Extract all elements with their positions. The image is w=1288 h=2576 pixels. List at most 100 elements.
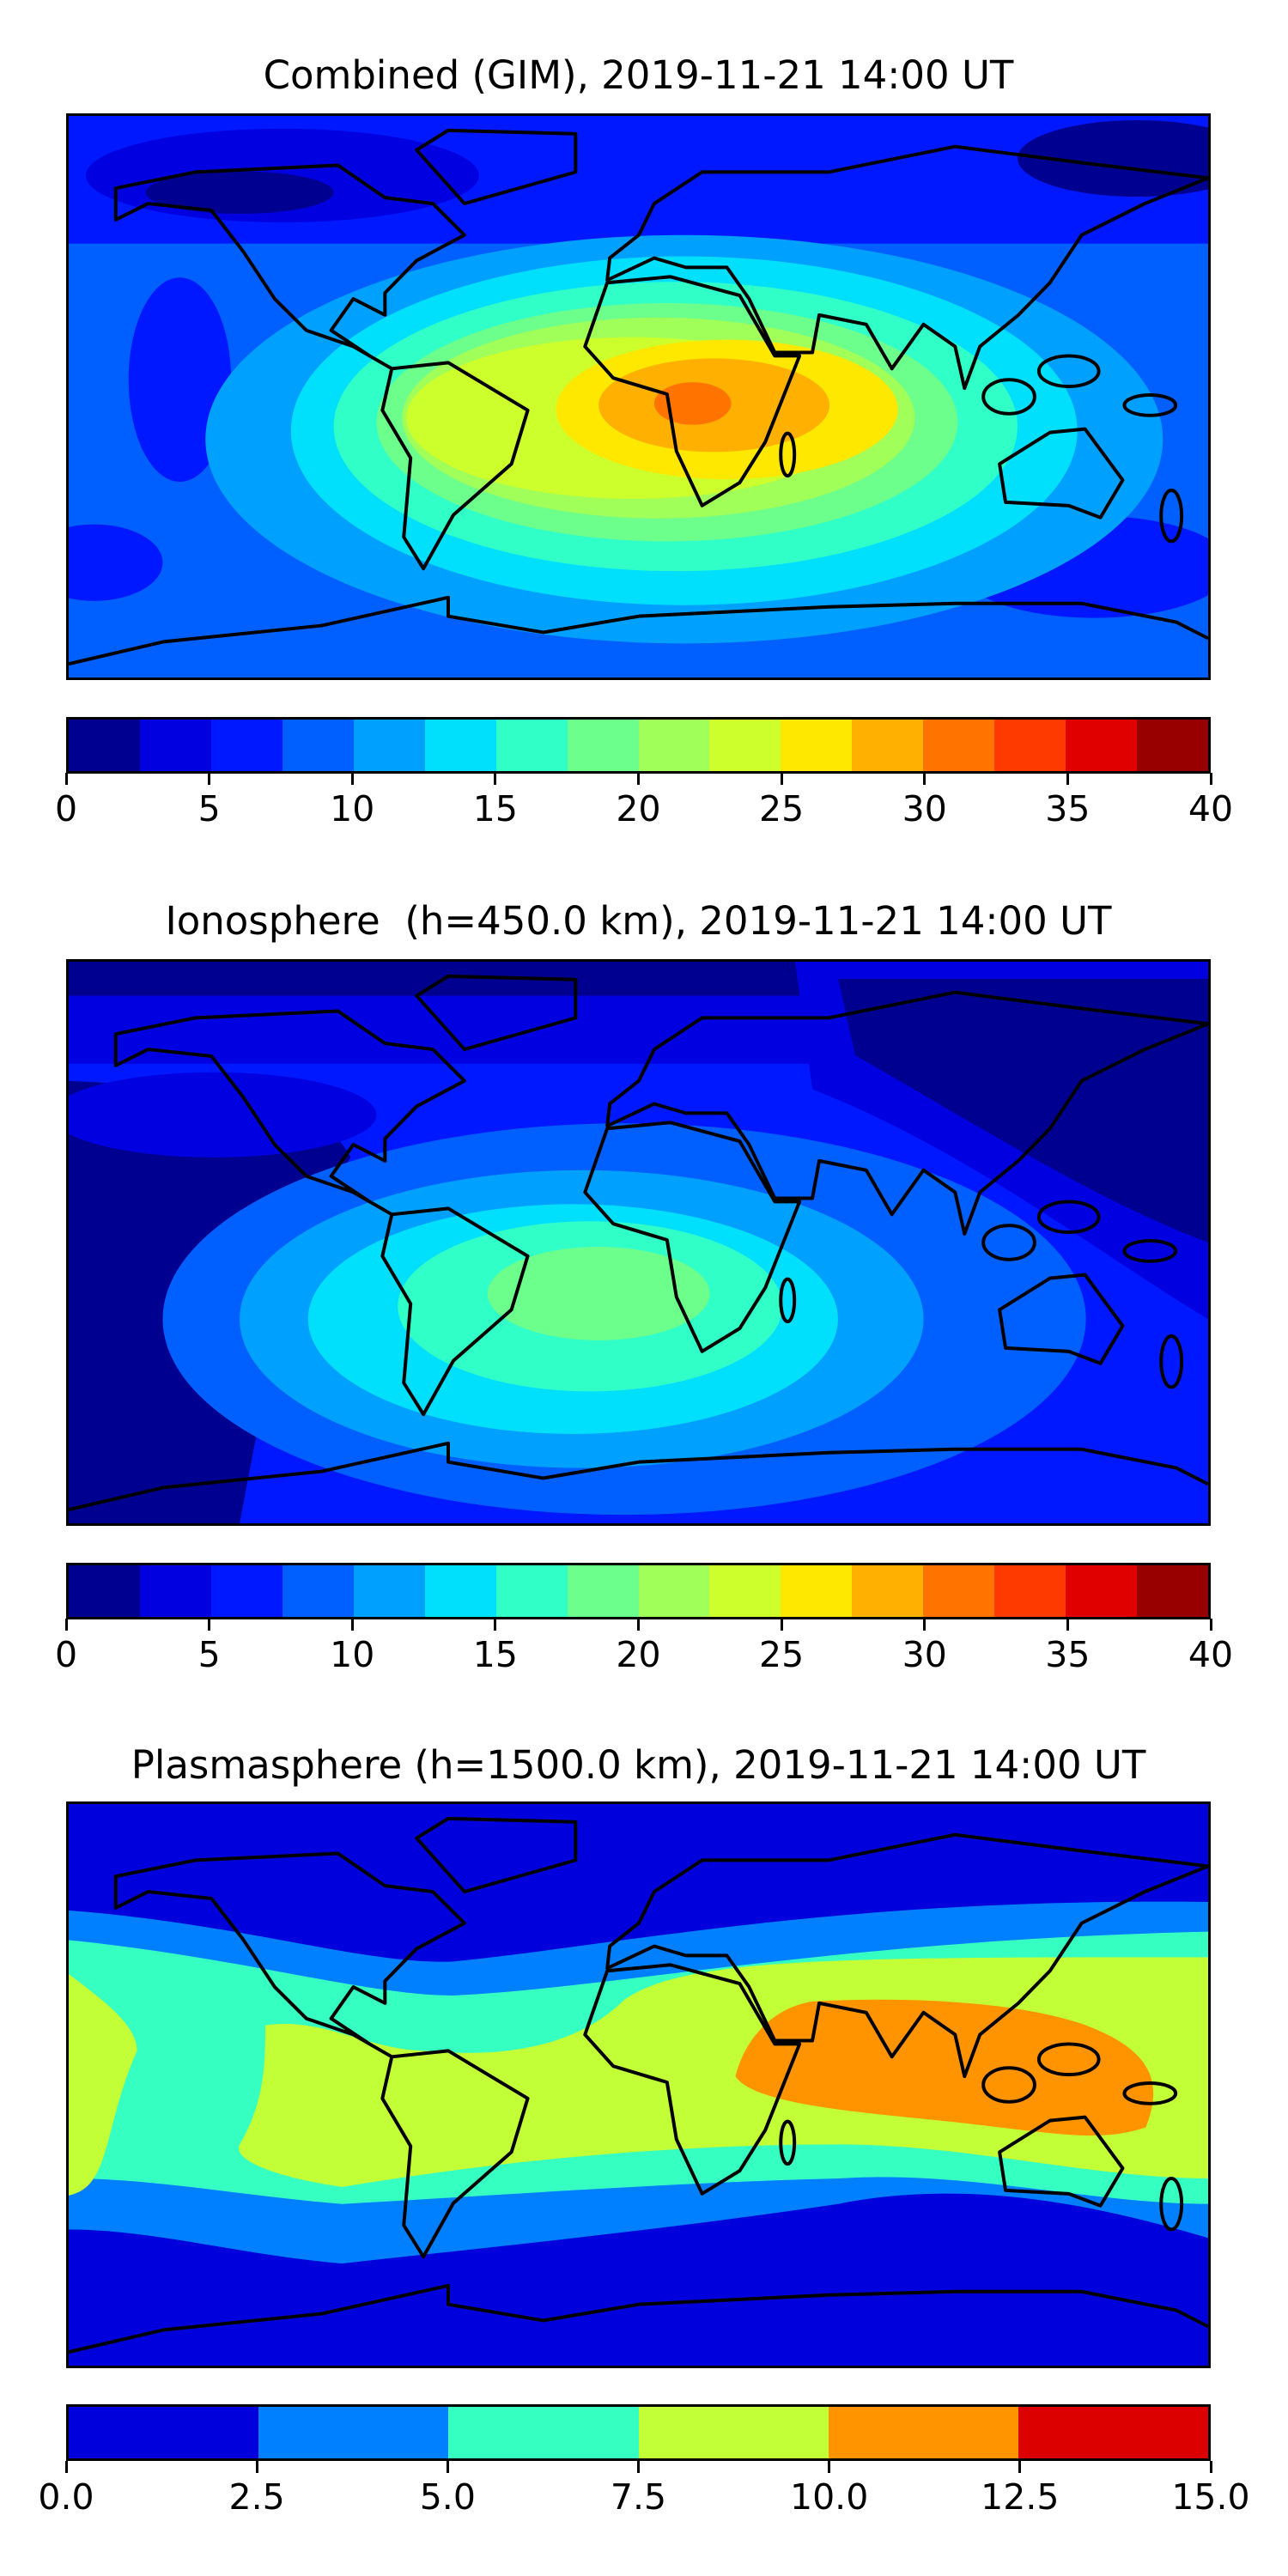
colorbar-tick-mark [64,2461,68,2473]
colorbar-segment [258,2407,449,2458]
colorbar-segment [781,720,853,771]
colorbar-segment [923,720,995,771]
colorbar-segment [781,1565,853,1617]
colorbar-tick-mark [350,773,354,785]
colorbar-tick-label: 15.0 [1171,2476,1250,2518]
colorbar-tick-mark [923,773,927,785]
colorbar-tick-label: 35 [1045,788,1091,829]
colorbar-segment [1018,2407,1209,2458]
colorbar-segment [210,720,283,771]
colorbar-segment [852,720,924,771]
map-ionosphere [66,959,1211,1526]
colorbar-ionosphere [66,1563,1211,1619]
colorbar-tick-label: 20 [616,788,661,829]
colorbar-tick-mark [780,773,783,785]
map-plasmasphere [66,1801,1211,2368]
panel-title-ionosphere: Ionosphere (h=450.0 km), 2019-11-21 14:0… [165,898,1112,944]
colorbar-tick-mark [255,2461,258,2473]
colorbar-tick-label: 40 [1188,788,1234,829]
colorbar-tick-label: 25 [759,1634,805,1675]
contour-level [653,382,732,425]
colorbar-tick-label: 15 [472,788,518,829]
contour-level [69,1974,137,2196]
colorbar-tick-mark [923,1619,927,1631]
colorbar-segment [567,1565,639,1617]
colorbar-tick-mark [1066,773,1069,785]
panel-title-combined: Combined (GIM), 2019-11-21 14:00 UT [263,52,1014,98]
colorbar-segment [852,1565,924,1617]
contour-level [128,277,232,483]
colorbar-segment [353,1565,425,1617]
colorbar-tick-mark [446,2461,449,2473]
colorbar-tick-label: 5.0 [419,2476,476,2518]
colorbar-segment [69,720,140,771]
contour-level [145,171,334,214]
colorbar-segment [923,1565,995,1617]
colorbar-tick-mark [1209,2461,1212,2473]
contour-level [69,524,163,601]
colorbar-tick-label: 30 [902,788,947,829]
colorbar-segment [353,720,425,771]
colorbar-segment [994,1565,1066,1617]
colorbar-ticks-ionosphere: 0 5 10 15 20 25 30 35 40 [55,1619,1233,1687]
colorbar-segment [139,1565,211,1617]
colorbar-tick-label: 5 [197,1634,221,1675]
colorbar-tick-label: 0 [54,1634,78,1675]
colorbar-tick-label: 2.5 [228,2476,285,2518]
colorbar-tick-mark [828,2461,831,2473]
colorbar-tick-mark [1018,2461,1022,2473]
colorbar-tick-mark [1066,1619,1069,1631]
colorbar-tick-label: 35 [1045,1634,1091,1675]
colorbar-tick-label: 30 [902,1634,947,1675]
colorbar-segment [282,1565,354,1617]
colorbar-ticks-plasmasphere: 0.0 2.5 5.0 7.5 10.0 12.5 15.0 [38,2461,1250,2530]
colorbar-tick-mark [350,1619,354,1631]
colorbar-segment [638,2407,829,2458]
colorbar-segment [69,1565,140,1617]
colorbar-segment [1137,1565,1208,1617]
map-combined [66,113,1211,680]
colorbar-tick-label: 10.0 [790,2476,869,2518]
colorbar-segment [638,720,710,771]
colorbar-tick-label: 7.5 [610,2476,667,2518]
colorbar-segment [567,720,639,771]
colorbar-tick-label: 10 [330,788,375,829]
colorbar-segment [994,720,1066,771]
colorbar-segment [1066,720,1138,771]
contour-level [487,1246,710,1340]
colorbar-segment [424,720,496,771]
colorbar-tick-mark [208,773,211,785]
colorbar-segment [448,2407,639,2458]
colorbar-tick-mark [780,1619,783,1631]
contour-level [837,978,1208,1242]
contour-level [69,1072,377,1157]
colorbar-segment [1066,1565,1138,1617]
colorbar-tick-label: 15 [472,1634,518,1675]
colorbar-plasmasphere [66,2404,1211,2461]
contour-level [735,1999,1154,2136]
colorbar-tick-label: 20 [616,1634,661,1675]
colorbar-tick-label: 40 [1188,1634,1234,1675]
colorbar-tick-mark [637,2461,640,2473]
colorbar-segment [1137,720,1208,771]
colorbar-tick-mark [1209,1619,1212,1631]
panel-title-plasmasphere: Plasmasphere (h=1500.0 km), 2019-11-21 1… [131,1742,1146,1788]
colorbar-segment [210,1565,283,1617]
colorbar-tick-mark [494,773,497,785]
colorbar-segment [282,720,354,771]
colorbar-segment [495,1565,568,1617]
colorbar-segment [424,1565,496,1617]
colorbar-segment [709,1565,781,1617]
colorbar-tick-mark [637,773,640,785]
colorbar-tick-mark [64,773,68,785]
colorbar-tick-mark [1209,773,1212,785]
colorbar-tick-mark [494,1619,497,1631]
colorbar-segment [69,2407,259,2458]
colorbar-tick-label: 25 [759,788,805,829]
contour-level [1018,119,1208,197]
colorbar-tick-label: 10 [330,1634,375,1675]
colorbar-segment [495,720,568,771]
colorbar-tick-label: 0.0 [38,2476,94,2518]
colorbar-tick-label: 5 [197,788,221,829]
colorbar-segment [139,720,211,771]
